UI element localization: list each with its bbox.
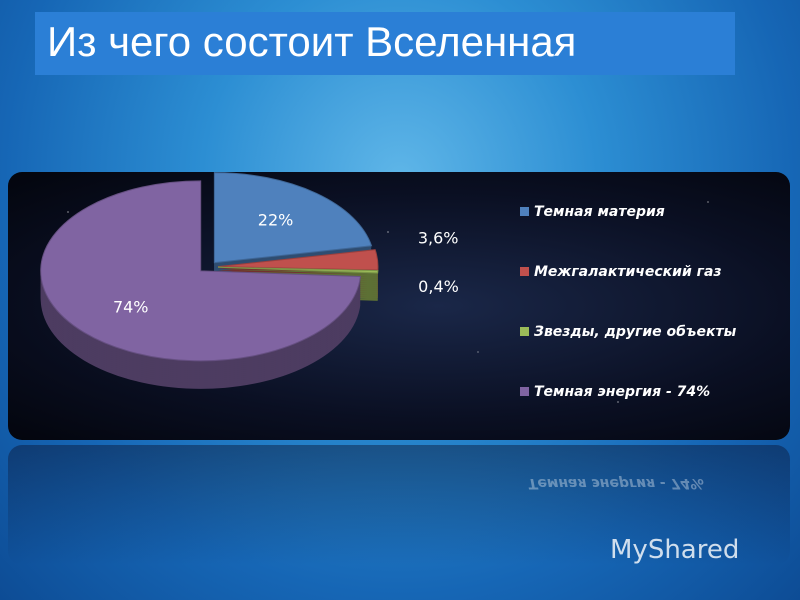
legend-swatch: [520, 387, 529, 396]
data-label: 0,4%: [418, 277, 459, 296]
slide-title: Из чего состоит Вселенная: [47, 18, 577, 65]
legend-swatch: [520, 327, 529, 336]
slice: [217, 266, 379, 274]
slice: [213, 172, 373, 264]
data-label: 74%: [113, 297, 149, 316]
watermark: MyShared: [610, 535, 740, 565]
slice: [40, 180, 361, 362]
legend-label: Темная материя: [534, 204, 665, 220]
data-label: 22%: [258, 211, 294, 230]
legend-label: Межгалактический газ: [534, 264, 722, 280]
legend-reflection: Темная энергия - 74%: [528, 475, 705, 491]
title-bar: Из чего состоит Вселенная: [35, 12, 735, 75]
chart-panel: 22% 3,6% 0,4% 74% Темная материя Межгалактиче…: [8, 172, 790, 440]
legend-swatch: [520, 207, 529, 216]
legend-label: Темная энергия - 74%: [534, 384, 710, 400]
legend-label: Звезды, другие объекты: [534, 324, 737, 340]
slice: [217, 249, 379, 271]
data-label: 3,6%: [418, 229, 459, 248]
reflection: Темная энергия - 74%: [8, 445, 790, 565]
chart: 22% 3,6% 0,4% 74% Темная материя Межгалактиче…: [40, 172, 737, 400]
slice-side: [217, 269, 378, 275]
legend-swatch: [520, 267, 529, 276]
